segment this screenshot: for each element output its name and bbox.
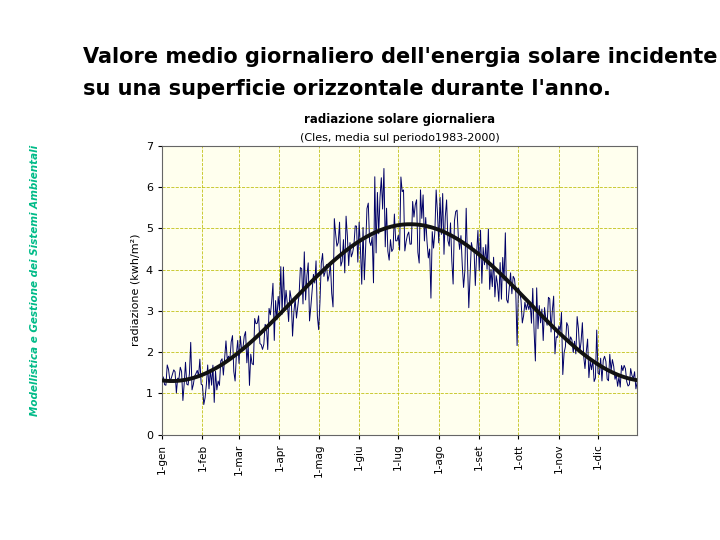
Text: su una superficie orizzontale durante l'anno.: su una superficie orizzontale durante l'… xyxy=(83,79,611,99)
Text: (Cles, media sul periodo1983-2000): (Cles, media sul periodo1983-2000) xyxy=(300,133,500,143)
Text: Modellistica e Gestione dei Sistemi Ambientali: Modellistica e Gestione dei Sistemi Ambi… xyxy=(30,145,40,416)
Title: radiazione solare giornaliera
(Cles, media sul periodo1983-2000): radiazione solare giornaliera (Cles, med… xyxy=(0,539,1,540)
Y-axis label: radiazione (kwh/m²): radiazione (kwh/m²) xyxy=(130,234,140,347)
Text: Valore medio giornaliero dell'energia solare incidente: Valore medio giornaliero dell'energia so… xyxy=(83,46,717,67)
Text: radiazione solare giornaliera: radiazione solare giornaliera xyxy=(304,112,495,126)
